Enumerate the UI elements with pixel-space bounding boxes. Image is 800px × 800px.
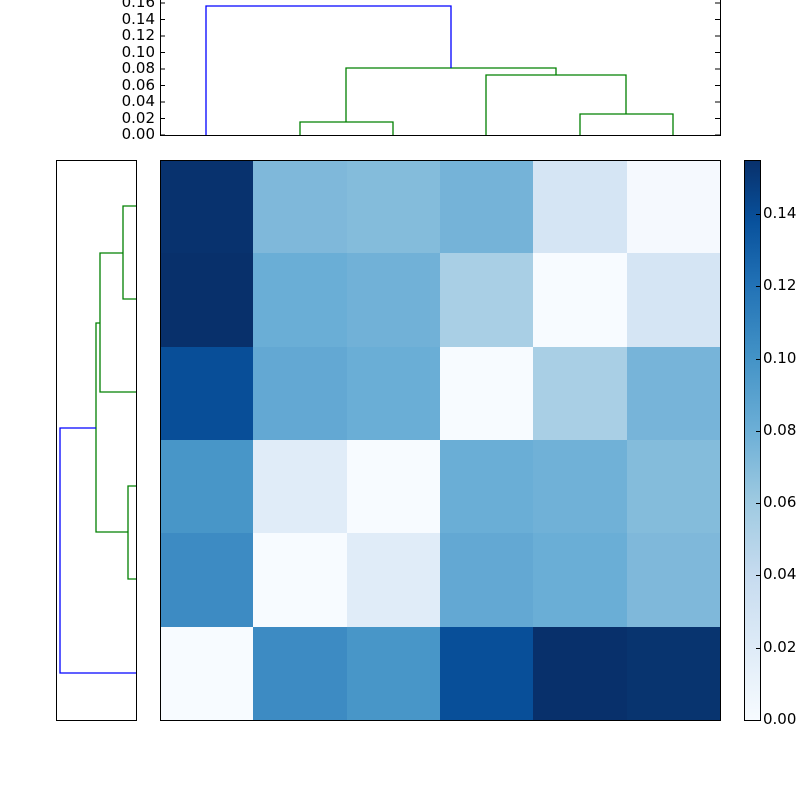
heatmap-cell	[440, 253, 534, 348]
top-link	[485, 74, 627, 135]
colorbar-tick-mark	[756, 286, 761, 288]
heatmap-cell	[253, 440, 348, 534]
top-y-tick-label: 0.12	[121, 26, 155, 44]
heatmap-cell	[626, 253, 721, 348]
colorbar-tick-mark	[756, 214, 761, 216]
heatmap-cell	[626, 346, 721, 441]
left-dendrogram-axes	[56, 160, 137, 721]
colorbar-tick-mark	[756, 430, 761, 432]
heatmap-cell	[626, 160, 721, 254]
colorbar-tick-mark	[756, 647, 761, 649]
heatmap-cell	[346, 346, 441, 441]
left-dendrogram	[59, 205, 136, 674]
heatmap-cell	[253, 346, 348, 441]
colorbar-frame	[744, 160, 761, 721]
heatmap-cell	[440, 346, 534, 441]
heatmap-cell	[346, 626, 441, 721]
colorbar-tick-label: 0.14	[763, 204, 797, 223]
top-y-tick-label: 0.14	[121, 9, 155, 28]
heatmap-cell	[160, 346, 254, 441]
heatmap-cell	[160, 533, 254, 628]
top-link-root	[205, 5, 452, 135]
heatmap-cell	[160, 626, 254, 721]
heatmap-cell	[533, 533, 628, 628]
heatmap-cell	[533, 160, 628, 254]
heatmap-cell	[160, 160, 254, 254]
colorbar-tick-label: 0.00	[763, 710, 797, 728]
heatmap-cell	[346, 160, 441, 254]
heatmap-frame	[160, 160, 721, 721]
heatmap-cell	[626, 626, 721, 721]
colorbar-tick-label: 0.06	[763, 493, 797, 512]
heatmap-cell	[346, 533, 441, 628]
top-dendrogram	[160, 2, 720, 136]
top-y-tick-label: 0.10	[121, 42, 155, 61]
colorbar-tick-label: 0.02	[763, 637, 797, 656]
colorbar-tick-label: 0.04	[763, 565, 797, 584]
heatmap-cell	[533, 253, 628, 348]
heatmap-cell	[160, 440, 254, 534]
heatmap-cell	[626, 533, 721, 628]
top-link	[579, 113, 674, 135]
colorbar-tick-mark	[756, 575, 761, 577]
colorbar	[744, 160, 760, 720]
top-y-tick-label: 0.08	[121, 59, 155, 77]
left-link	[95, 322, 128, 533]
top-y-tick-label: 0.02	[121, 108, 155, 127]
heatmap-cell	[253, 253, 348, 348]
heatmap-cell	[346, 253, 441, 348]
top-y-tick-label: 0.04	[121, 92, 155, 110]
heatmap-cell	[253, 160, 348, 254]
colorbar-tick-mark	[756, 720, 761, 721]
heatmap	[160, 160, 721, 721]
left-link	[99, 252, 136, 393]
heatmap-cell	[533, 346, 628, 441]
heatmap-cell	[253, 626, 348, 721]
left-link	[127, 485, 136, 580]
heatmap-cell	[533, 440, 628, 534]
colorbar-tick-label: 0.08	[763, 420, 797, 439]
top-dendrogram-axes	[160, 0, 721, 136]
colorbar-tick-label: 0.10	[763, 348, 797, 367]
top-y-tick-label: 0.06	[121, 75, 155, 94]
heatmap-cell	[440, 440, 534, 534]
top-link	[299, 121, 394, 135]
heatmap-cell	[440, 533, 534, 628]
heatmap-cell	[440, 160, 534, 254]
colorbar-tick-mark	[756, 503, 761, 505]
top-y-tick-label: 0.16	[121, 0, 155, 11]
heatmap-cell	[440, 626, 534, 721]
colorbar-tick-mark	[756, 358, 761, 360]
heatmap-cell	[346, 440, 441, 534]
heatmap-cell	[626, 440, 721, 534]
colorbar-tick-label: 0.12	[763, 276, 797, 295]
heatmap-cell	[160, 253, 254, 348]
heatmap-cell	[253, 533, 348, 628]
left-link	[122, 205, 136, 300]
top-y-tick-label: 0.00	[121, 125, 155, 143]
heatmap-cell	[533, 626, 628, 721]
top-link	[345, 67, 557, 122]
left-link-root	[59, 427, 136, 674]
